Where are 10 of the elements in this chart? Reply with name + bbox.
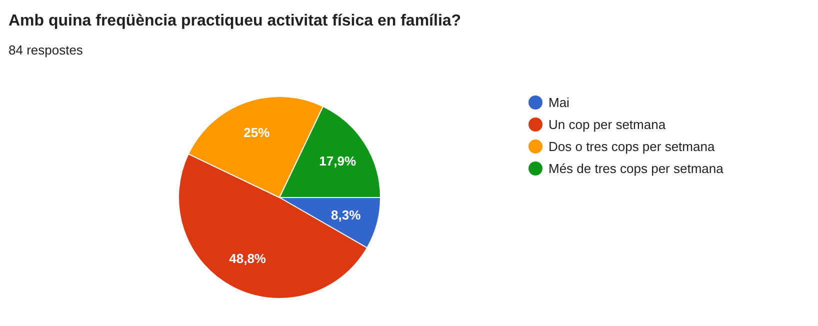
legend-label: Dos o tres cops per setmana [548,139,716,154]
chart-title: Amb quina freqüència practiqueu activitat física en família? [8,12,462,30]
text: 84 respostes [8,42,84,58]
data-label: 25% [244,125,270,140]
legend-label: Un cop per setmana [548,117,666,132]
data-label: 8,3% [331,208,362,223]
legend-label: Mai [548,95,570,110]
data-label: 17,9% [319,153,356,168]
data-label: 48,8% [229,250,266,266]
legend-label: Més de tres cops per setmana [548,161,724,176]
